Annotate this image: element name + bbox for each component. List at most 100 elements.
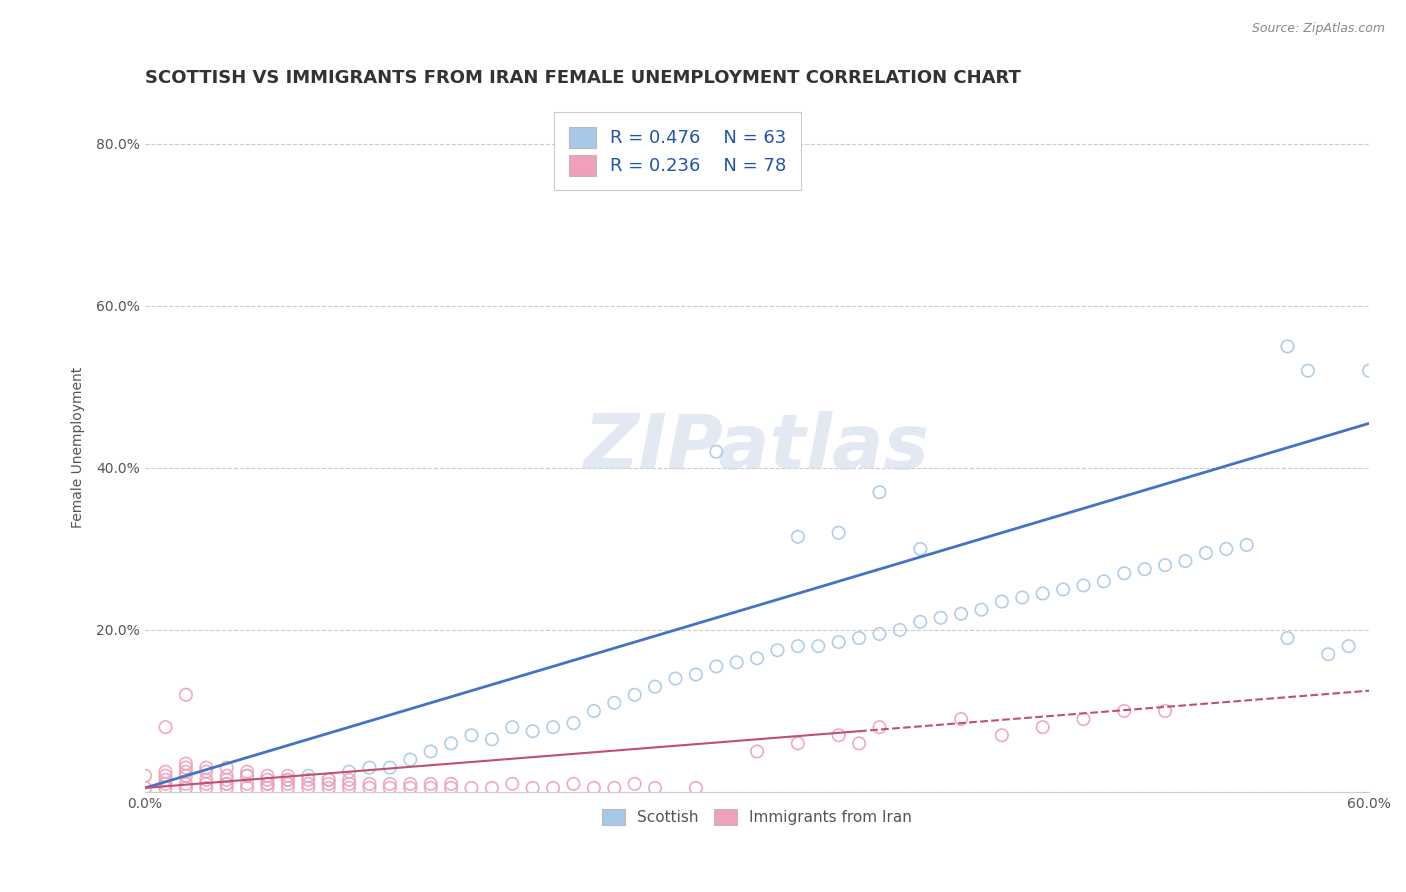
Point <box>174 764 197 779</box>
Point <box>910 615 932 629</box>
Point <box>399 777 422 791</box>
Point <box>685 780 707 795</box>
Point <box>378 761 401 775</box>
Point <box>256 777 278 791</box>
Point <box>297 772 319 787</box>
Point <box>440 777 463 791</box>
Point <box>501 777 523 791</box>
Point <box>297 769 319 783</box>
Point <box>236 769 259 783</box>
Point <box>1195 546 1218 560</box>
Legend: Scottish, Immigrants from Iran: Scottish, Immigrants from Iran <box>595 801 920 832</box>
Point <box>195 780 218 795</box>
Point <box>1296 364 1319 378</box>
Point <box>541 720 564 734</box>
Point <box>155 764 177 779</box>
Point <box>155 777 177 791</box>
Text: ZIPatlas: ZIPatlas <box>583 410 931 484</box>
Point <box>501 720 523 734</box>
Point <box>541 780 564 795</box>
Point <box>337 780 360 795</box>
Point <box>869 720 891 734</box>
Point <box>337 777 360 791</box>
Point <box>582 704 605 718</box>
Point <box>910 541 932 556</box>
Point <box>991 594 1014 608</box>
Point <box>644 680 666 694</box>
Point <box>215 769 238 783</box>
Point <box>644 780 666 795</box>
Point <box>399 780 422 795</box>
Point <box>174 780 197 795</box>
Point <box>1236 538 1258 552</box>
Point <box>950 607 973 621</box>
Point <box>256 777 278 791</box>
Point <box>1358 364 1381 378</box>
Point <box>991 728 1014 742</box>
Point <box>603 696 626 710</box>
Point <box>950 712 973 726</box>
Point <box>318 780 340 795</box>
Point <box>195 761 218 775</box>
Point <box>155 780 177 795</box>
Point <box>582 780 605 795</box>
Point <box>745 744 768 758</box>
Point <box>215 761 238 775</box>
Point <box>481 780 503 795</box>
Point <box>399 753 422 767</box>
Point <box>1277 631 1299 645</box>
Point <box>174 777 197 791</box>
Point <box>215 777 238 791</box>
Point <box>562 777 585 791</box>
Point <box>359 777 381 791</box>
Point <box>440 780 463 795</box>
Point <box>623 777 645 791</box>
Point <box>440 736 463 750</box>
Point <box>848 631 870 645</box>
Point <box>195 777 218 791</box>
Point <box>460 780 482 795</box>
Point <box>359 780 381 795</box>
Point <box>481 732 503 747</box>
Point <box>419 780 441 795</box>
Point <box>869 485 891 500</box>
Point <box>460 728 482 742</box>
Point <box>1052 582 1074 597</box>
Point <box>1073 712 1095 726</box>
Point <box>1133 562 1156 576</box>
Point <box>869 627 891 641</box>
Point <box>704 444 727 458</box>
Point <box>419 744 441 758</box>
Point <box>134 769 156 783</box>
Point <box>786 530 808 544</box>
Point <box>1215 541 1237 556</box>
Point <box>725 656 748 670</box>
Point <box>155 720 177 734</box>
Point <box>419 777 441 791</box>
Point <box>195 764 218 779</box>
Point <box>786 736 808 750</box>
Point <box>1154 704 1177 718</box>
Point <box>1174 554 1197 568</box>
Point <box>236 764 259 779</box>
Point <box>1317 647 1340 661</box>
Point <box>256 769 278 783</box>
Point <box>685 667 707 681</box>
Point <box>378 777 401 791</box>
Text: SCOTTISH VS IMMIGRANTS FROM IRAN FEMALE UNEMPLOYMENT CORRELATION CHART: SCOTTISH VS IMMIGRANTS FROM IRAN FEMALE … <box>145 69 1021 87</box>
Point <box>1114 704 1136 718</box>
Point <box>1337 639 1360 653</box>
Point <box>378 780 401 795</box>
Point <box>848 736 870 750</box>
Point <box>522 780 544 795</box>
Point <box>1032 586 1054 600</box>
Point <box>522 724 544 739</box>
Point <box>174 756 197 771</box>
Point <box>827 525 849 540</box>
Text: Source: ZipAtlas.com: Source: ZipAtlas.com <box>1251 22 1385 36</box>
Point <box>256 772 278 787</box>
Point <box>236 769 259 783</box>
Point <box>745 651 768 665</box>
Point <box>277 780 299 795</box>
Point <box>827 635 849 649</box>
